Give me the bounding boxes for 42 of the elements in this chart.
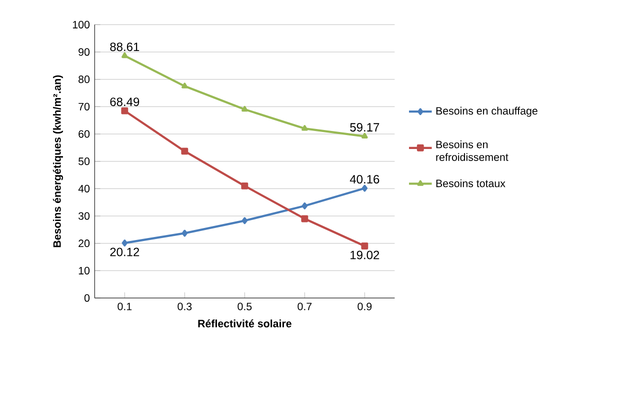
y-tick-label: 0 [84,294,90,302]
point [241,182,248,190]
point [242,217,248,224]
y-tick-label: 20 [78,240,90,248]
y-axis-title: Besoins énergétiques (kwh/m².an) [52,75,64,248]
x-tick-label: 0.9 [358,302,372,310]
y-tick-label: 80 [78,76,90,84]
x-tick-label: 0.1 [118,302,132,310]
y-tick-label: 30 [78,212,90,220]
legend-label: Besoins en chauffage [436,106,538,117]
point [121,107,128,114]
point [181,148,188,155]
x-tick-label: 0.5 [238,302,252,310]
data-label: 88.61 [110,42,140,52]
point [302,125,308,131]
point [301,215,308,222]
y-tick-label: 40 [78,184,90,192]
data-label: 40.16 [350,175,380,184]
data-label: 20.12 [110,248,140,256]
y-tick-label: 90 [78,48,90,56]
y-tick-label: 100 [72,20,90,28]
legend-label: Besoins en refroidissement [436,140,508,161]
point [182,82,188,88]
data-label: 19.02 [350,250,380,260]
point [362,184,368,192]
x-axis-title: Réflectivité solaire [198,319,292,328]
point [302,202,308,210]
point [242,106,248,112]
y-tick-label: 60 [78,130,90,138]
y-tick-label: 70 [78,102,90,110]
x-tick-label: 0.3 [178,302,192,310]
legend-label: Besoins totaux [436,179,506,188]
data-label: 68.49 [110,98,140,106]
point [122,240,128,246]
point [182,230,188,237]
data-label: 59.17 [350,123,380,132]
x-tick-label: 0.7 [298,302,312,310]
y-tick-label: 50 [78,158,90,166]
y-tick-label: 10 [78,266,90,274]
point [122,52,128,58]
point [362,132,368,139]
point [361,242,368,250]
